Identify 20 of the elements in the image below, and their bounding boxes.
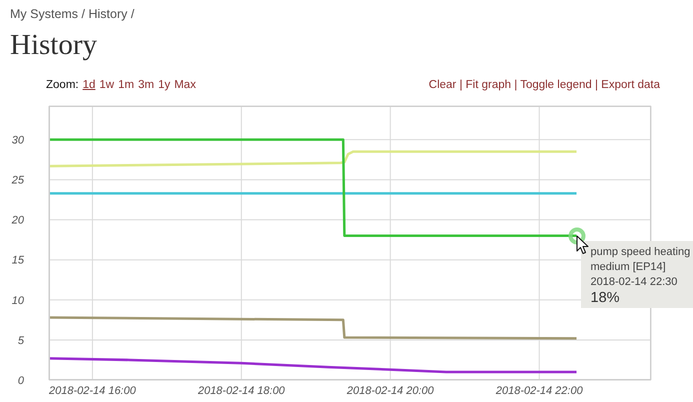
y-tick-label: 5 [18, 334, 25, 347]
y-tick-label: 25 [10, 174, 25, 187]
line-series [49, 316, 578, 340]
line-series [49, 150, 578, 168]
text: My Systems / History / [10, 7, 134, 21]
y-tick-label: 10 [12, 294, 25, 307]
x-tick-label: 2018-02-14 22:00 [494, 384, 584, 397]
chart-title: History [10, 29, 97, 62]
line-series [49, 357, 578, 374]
y-tick-label: 15 [12, 254, 25, 267]
tooltip-box: pump speed heating medium [EP14] 2018-02-14 22:30 18% [580, 240, 693, 308]
y-tick-label: 0 [18, 374, 25, 387]
y-tick-label: 30 [12, 134, 25, 147]
annotation: pump speed heating medium [EP14] 2018-02-14 22:30 18% [590, 244, 692, 306]
x-tick-label: 2018-02-14 20:00 [346, 384, 435, 397]
x-tick-label: 2018-02-14 18:00 [196, 384, 286, 397]
text: Clear | Fit graph | Toggle legend | Export data [428, 79, 660, 91]
y-tick-label: 20 [10, 214, 25, 227]
text: Zoom: 1d 1w 1m 3m 1y Max [46, 79, 196, 91]
x-tick-label: 2018-02-14 16:00 [48, 384, 137, 397]
